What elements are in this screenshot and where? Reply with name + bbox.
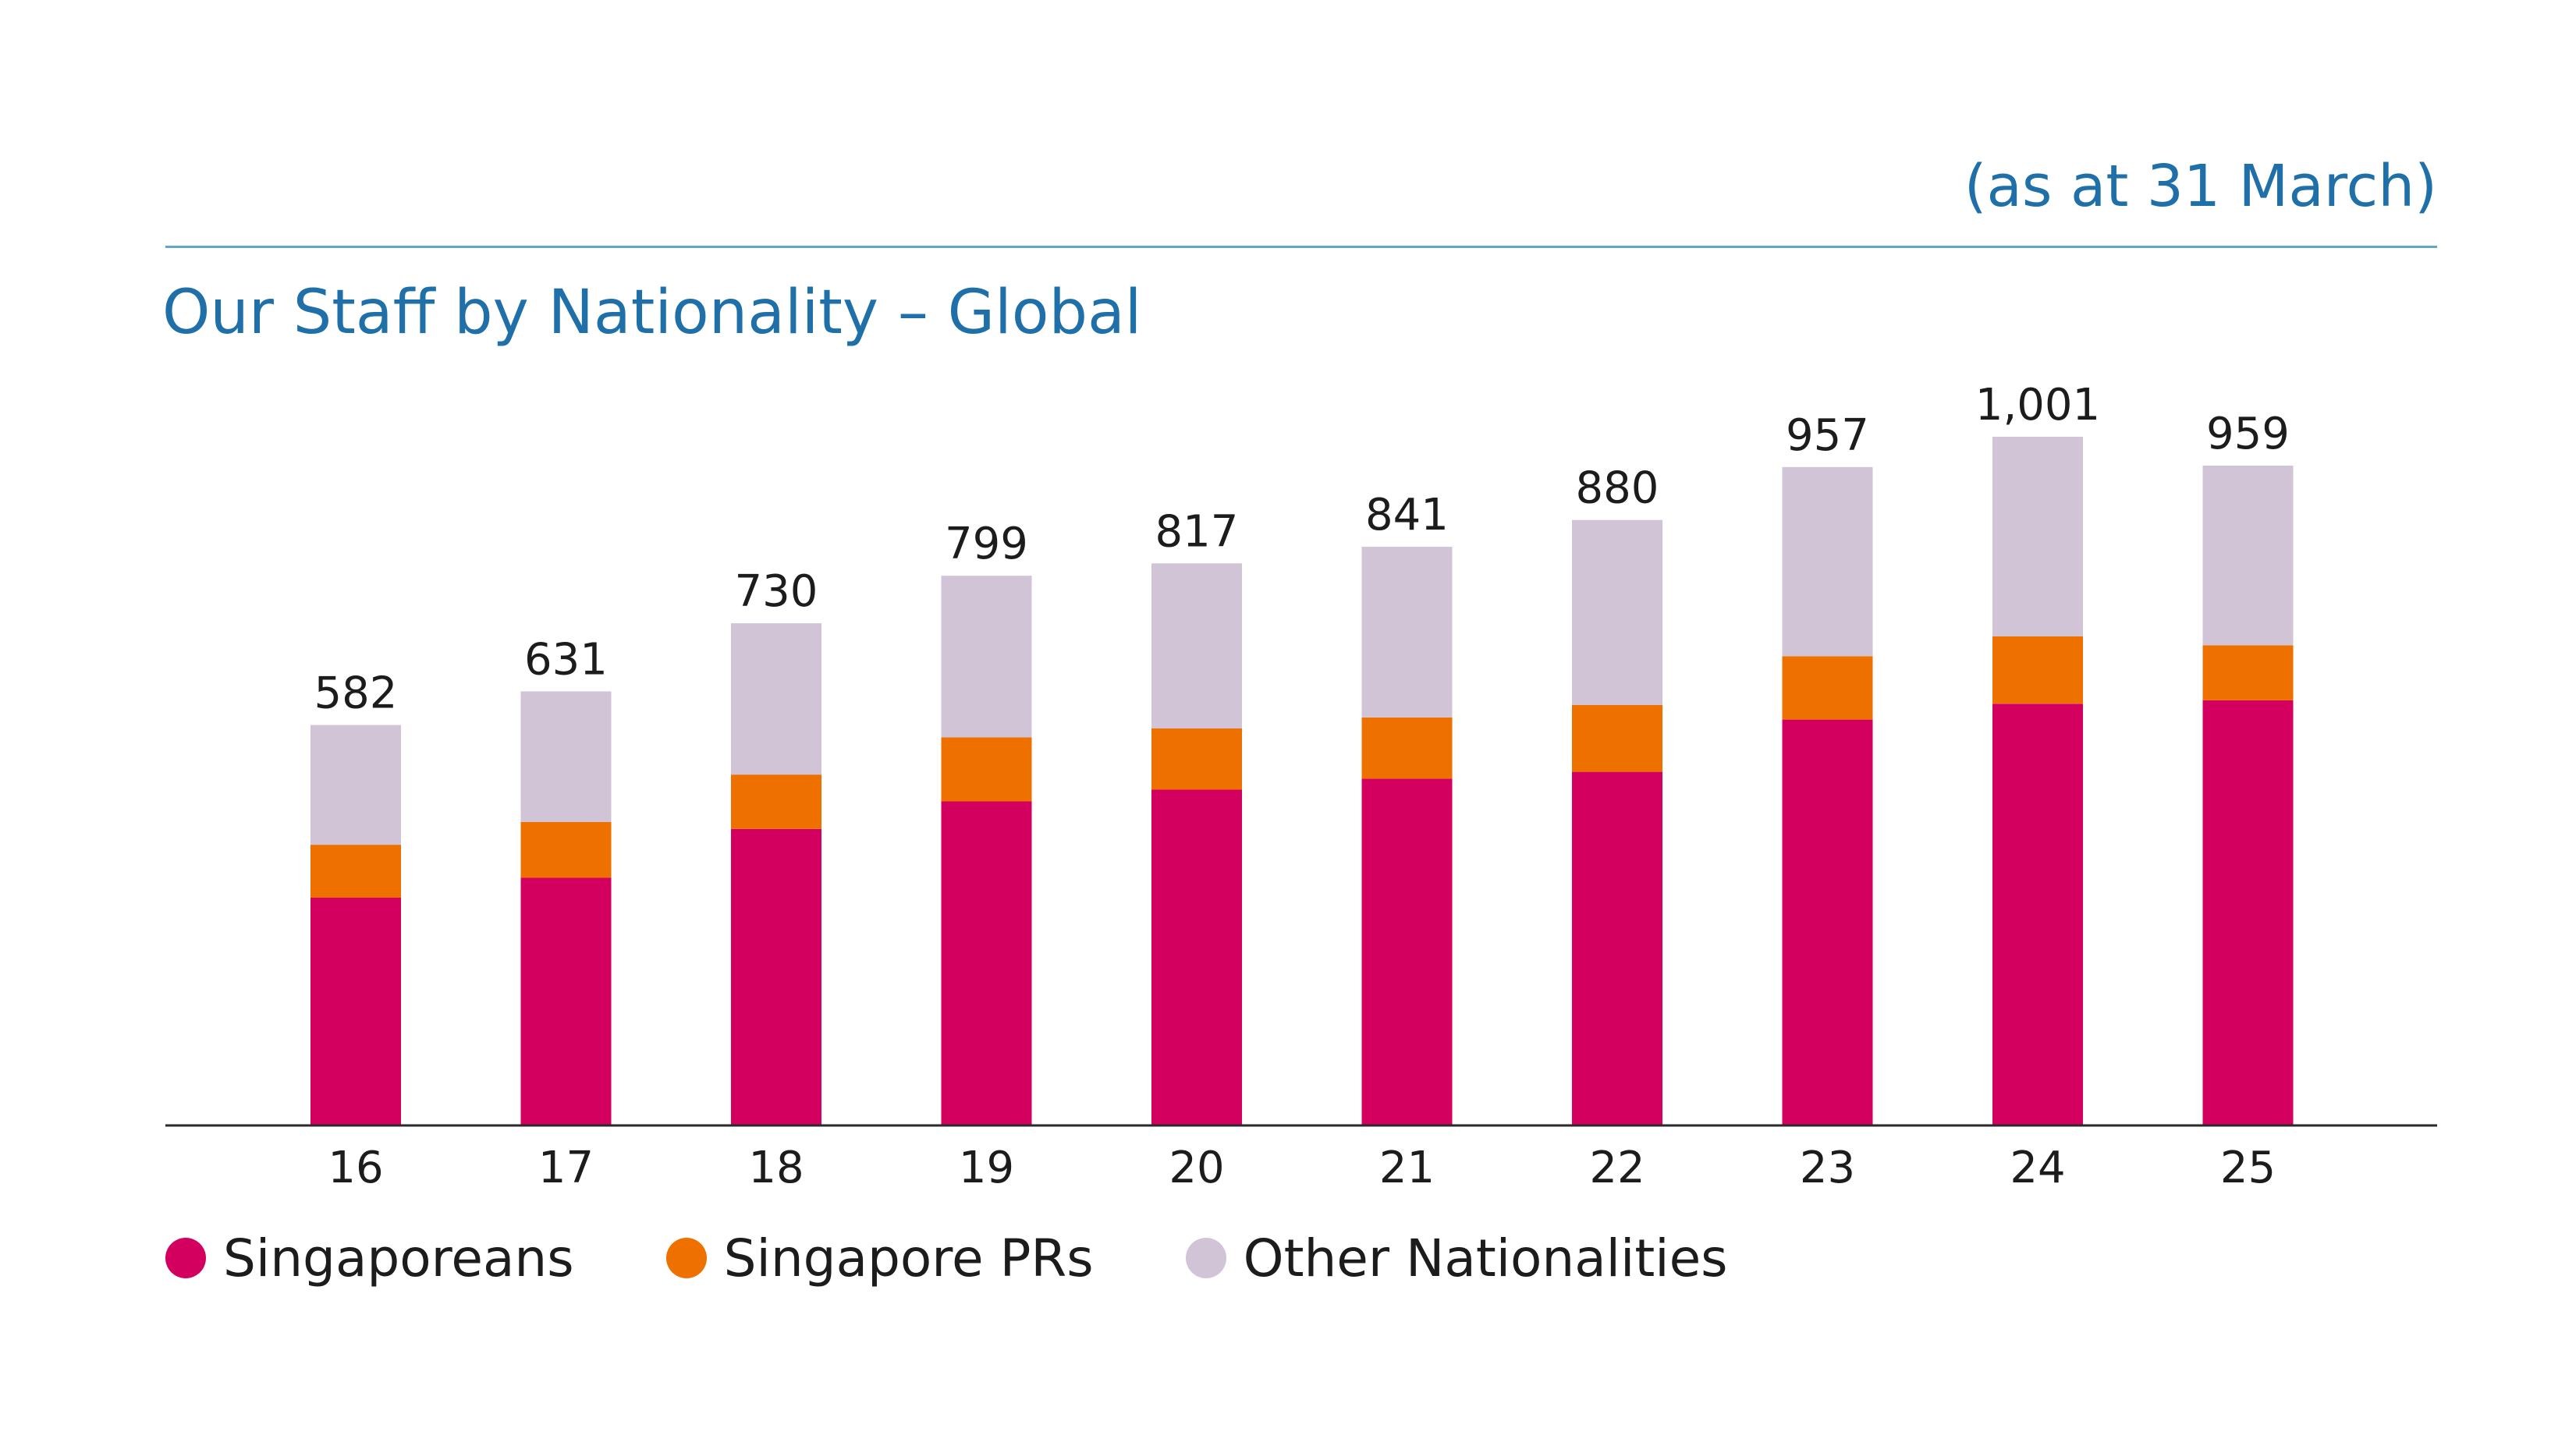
legend-label-other-nationalities: Other Nationalities — [1243, 1228, 1728, 1288]
x-tick-label-25: 25 — [2220, 1143, 2276, 1193]
legend-item-singaporeans: Singaporeans — [165, 1228, 574, 1288]
bar-other-nationalities-24 — [1992, 437, 2083, 636]
data-label-total-25: 959 — [2206, 409, 2290, 459]
x-tick-label-20: 20 — [1169, 1143, 1224, 1193]
chart-legend: Singaporeans Singapore PRs Other Nationa… — [165, 1223, 1820, 1293]
bar-singaporeans-25 — [2202, 700, 2294, 1125]
bar-singaporeans-20 — [1151, 789, 1242, 1125]
x-tick-label-23: 23 — [1800, 1143, 1855, 1193]
legend-swatch-singaporeans — [165, 1238, 206, 1278]
header-divider — [165, 246, 2437, 248]
legend-label-singapore-prs: Singapore PRs — [723, 1228, 1094, 1288]
data-label-total-19: 799 — [945, 519, 1028, 569]
bar-other-nationalities-20 — [1151, 563, 1242, 728]
data-label-total-20: 817 — [1155, 506, 1239, 557]
data-label-total-17: 631 — [524, 634, 608, 685]
legend-item-singapore-prs: Singapore PRs — [665, 1228, 1094, 1288]
data-label-total-21: 841 — [1365, 490, 1449, 540]
data-label-total-24: 1,001 — [1975, 380, 2100, 431]
bar-singapore-prs-18 — [731, 774, 821, 829]
as-at-date: (as at 31 March) — [1964, 153, 2437, 220]
x-tick-label-18: 18 — [748, 1143, 804, 1193]
data-label-total-22: 880 — [1576, 463, 1659, 514]
bar-singapore-prs-25 — [2202, 645, 2294, 700]
bar-singapore-prs-22 — [1572, 705, 1662, 772]
bar-other-nationalities-16 — [310, 725, 401, 845]
bar-singaporeans-16 — [310, 898, 401, 1125]
bar-other-nationalities-22 — [1572, 519, 1662, 705]
bar-other-nationalities-25 — [2202, 466, 2294, 646]
data-label-total-16: 582 — [314, 668, 398, 719]
x-tick-label-17: 17 — [538, 1143, 594, 1193]
legend-swatch-singapore-prs — [665, 1238, 707, 1278]
data-label-total-23: 957 — [1786, 410, 1869, 461]
bar-singapore-prs-23 — [1782, 656, 1873, 720]
bar-singapore-prs-19 — [941, 737, 1032, 802]
x-tick-label-22: 22 — [1589, 1143, 1645, 1193]
bar-singaporeans-18 — [731, 828, 821, 1125]
bar-singaporeans-22 — [1572, 771, 1662, 1125]
legend-label-singaporeans: Singaporeans — [223, 1228, 574, 1288]
bar-other-nationalities-19 — [941, 576, 1032, 738]
bar-singaporeans-24 — [1992, 704, 2083, 1125]
x-tick-label-24: 24 — [2010, 1143, 2065, 1193]
bar-singapore-prs-21 — [1361, 717, 1453, 779]
bar-other-nationalities-21 — [1361, 547, 1453, 718]
bar-other-nationalities-17 — [520, 691, 612, 822]
legend-item-other-nationalities: Other Nationalities — [1185, 1228, 1728, 1288]
bar-singaporeans-19 — [941, 801, 1032, 1125]
x-tick-label-16: 16 — [328, 1143, 383, 1193]
chart-title: Our Staff by Nationality – Global — [162, 278, 1142, 348]
bar-singapore-prs-20 — [1151, 728, 1242, 790]
bar-other-nationalities-18 — [731, 623, 821, 775]
data-label-total-18: 730 — [735, 566, 818, 617]
bar-singaporeans-17 — [520, 877, 612, 1125]
bar-singapore-prs-24 — [1992, 636, 2083, 704]
bar-singaporeans-21 — [1361, 778, 1453, 1125]
legend-swatch-other-nationalities — [1185, 1238, 1226, 1278]
bar-other-nationalities-23 — [1782, 466, 1873, 657]
bar-singaporeans-23 — [1782, 719, 1873, 1125]
bar-singapore-prs-17 — [520, 822, 612, 878]
x-tick-label-19: 19 — [959, 1143, 1014, 1193]
x-tick-label-21: 21 — [1379, 1143, 1435, 1193]
bar-singapore-prs-16 — [310, 845, 401, 898]
